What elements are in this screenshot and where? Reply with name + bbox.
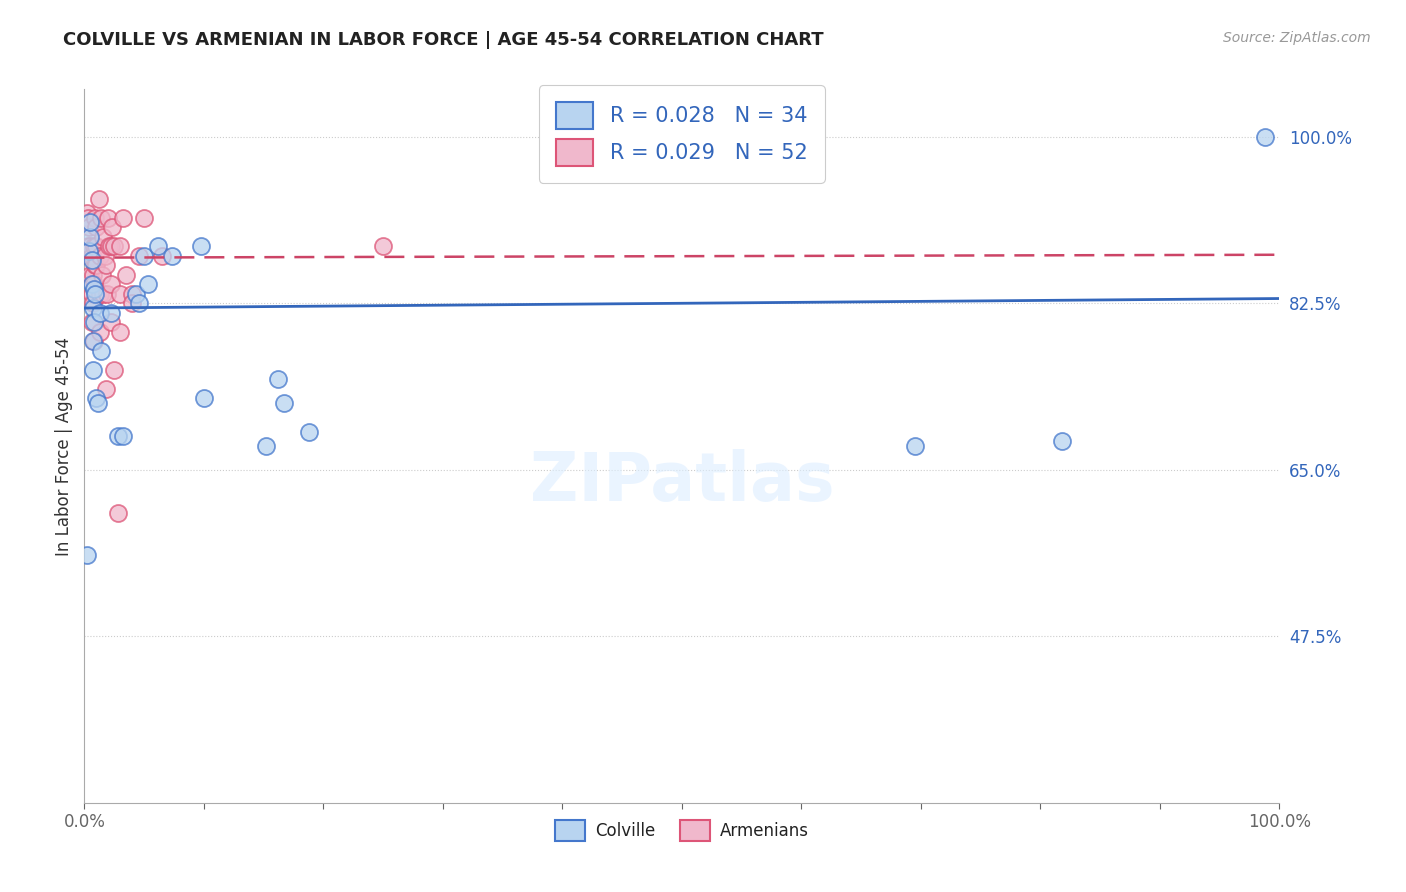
Point [90, 211, 112, 225]
Point [111, 429, 134, 443]
Point [79, 239, 101, 253]
Point [93, 286, 115, 301]
Point [148, 239, 170, 253]
Point [190, 239, 212, 253]
Point [100, 306, 122, 320]
Point [298, 425, 321, 439]
Point [132, 211, 156, 225]
Point [101, 220, 124, 235]
Point [128, 296, 150, 310]
Point [77, 211, 100, 225]
Point [94, 258, 117, 272]
Point [267, 372, 290, 386]
Point [1050, 434, 1073, 449]
Legend: Colville, Armenians: Colville, Armenians [548, 814, 815, 848]
Text: Source: ZipAtlas.com: Source: ZipAtlas.com [1223, 31, 1371, 45]
Point [82, 363, 104, 377]
Point [100, 315, 122, 329]
Point [87, 192, 110, 206]
Point [110, 239, 132, 253]
Point [77, 244, 100, 258]
Point [83, 282, 105, 296]
Point [84, 286, 107, 301]
Point [79, 268, 101, 282]
Point [80, 253, 103, 268]
Point [83, 277, 105, 292]
Point [93, 249, 115, 263]
Point [83, 334, 105, 349]
Point [82, 296, 104, 310]
Point [160, 249, 183, 263]
Text: COLVILLE VS ARMENIAN IN LABOR FORCE | AGE 45-54 CORRELATION CHART: COLVILLE VS ARMENIAN IN LABOR FORCE | AG… [63, 31, 824, 49]
Point [82, 268, 104, 282]
Point [77, 220, 100, 235]
Point [82, 334, 104, 349]
Point [103, 239, 125, 253]
Point [79, 215, 101, 229]
Point [193, 392, 215, 406]
Point [84, 258, 107, 272]
Point [150, 249, 173, 263]
Point [1254, 129, 1277, 144]
Point [100, 239, 122, 253]
Point [128, 249, 150, 263]
Point [132, 249, 156, 263]
Point [121, 286, 143, 301]
Point [89, 306, 111, 320]
Point [77, 239, 100, 253]
Point [103, 363, 125, 377]
Point [86, 396, 108, 410]
Point [111, 211, 134, 225]
Point [110, 286, 132, 301]
Point [96, 286, 118, 301]
Point [80, 277, 103, 292]
Point [83, 239, 105, 253]
Point [107, 429, 129, 443]
Point [86, 258, 108, 272]
Point [90, 343, 112, 358]
Point [80, 315, 103, 329]
Point [110, 325, 132, 339]
Point [121, 296, 143, 310]
Point [98, 239, 121, 253]
Point [93, 229, 115, 244]
Point [97, 211, 120, 225]
Point [76, 549, 98, 563]
Point [273, 396, 295, 410]
Point [89, 249, 111, 263]
Point [125, 286, 148, 301]
Point [79, 229, 101, 244]
Point [107, 506, 129, 520]
Point [115, 268, 138, 282]
Point [904, 439, 927, 453]
Point [76, 206, 98, 220]
Point [83, 315, 105, 329]
Y-axis label: In Labor Force | Age 45-54: In Labor Force | Age 45-54 [55, 336, 73, 556]
Point [77, 249, 100, 263]
Point [80, 286, 103, 301]
Point [82, 301, 104, 315]
Point [373, 239, 395, 253]
Point [86, 392, 108, 406]
Point [80, 249, 103, 263]
Point [254, 439, 277, 453]
Point [89, 286, 111, 301]
Point [84, 211, 107, 225]
Point [91, 268, 114, 282]
Point [94, 382, 117, 396]
Point [86, 220, 108, 235]
Point [86, 239, 108, 253]
Point [100, 277, 122, 292]
Text: ZIPatlas: ZIPatlas [530, 449, 834, 515]
Point [89, 325, 111, 339]
Point [136, 277, 159, 292]
